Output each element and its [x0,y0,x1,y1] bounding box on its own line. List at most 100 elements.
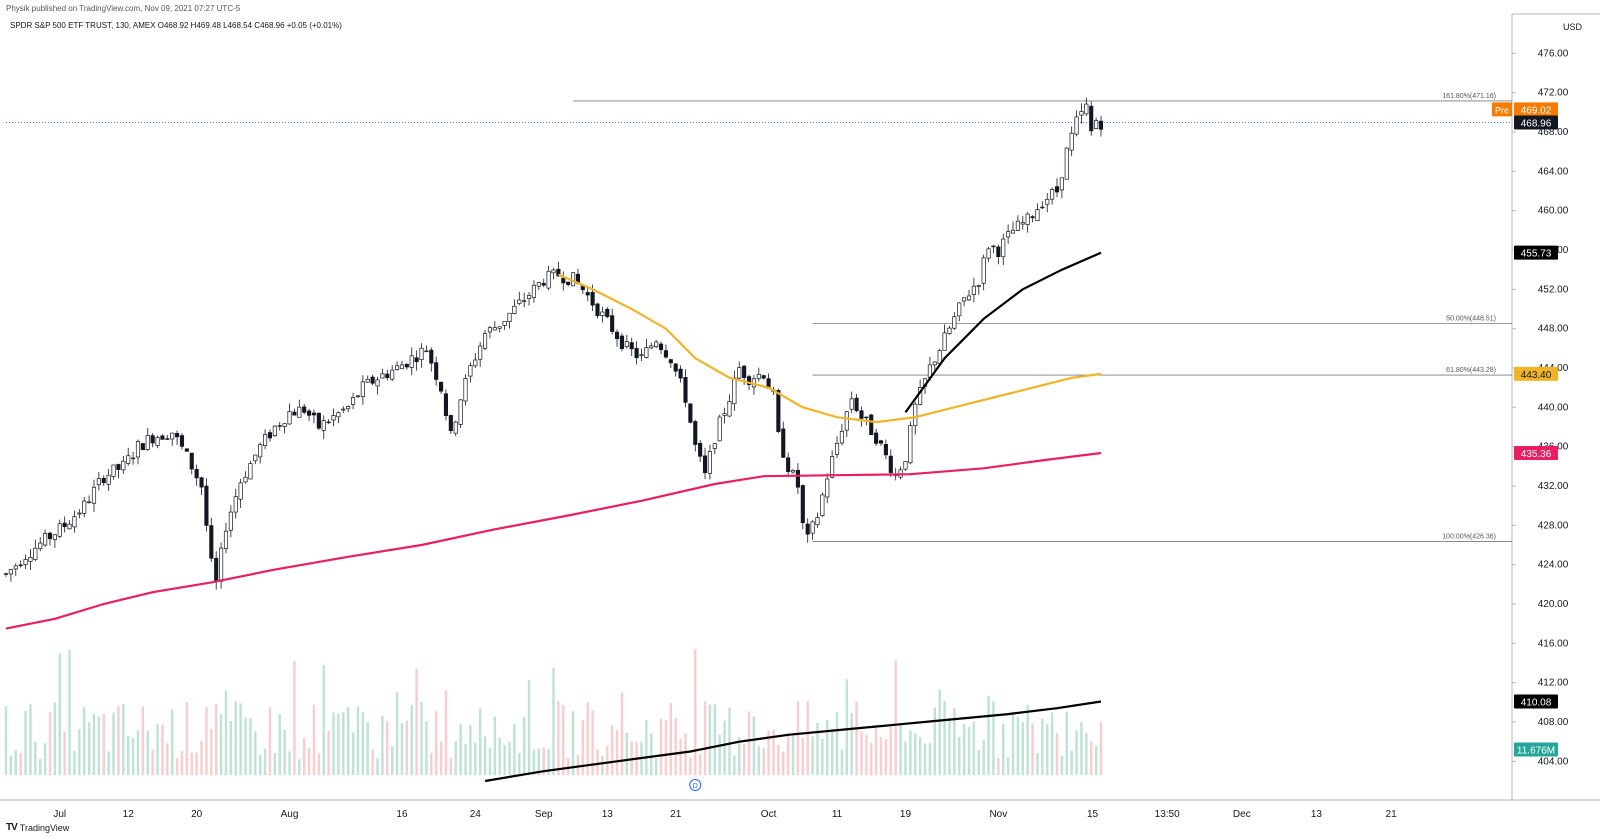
volume-bar [1050,712,1054,776]
candle-down [194,469,199,479]
volume-bar [576,754,580,776]
price-tick-label: 404.00 [1538,756,1569,767]
volume-bar [58,653,61,776]
volume-bar [1041,718,1044,776]
time-tick-label: Aug [281,809,299,820]
tradingview-logo-icon: TV [6,822,18,833]
candle-up [341,408,346,411]
candle-down [566,281,571,285]
volume-bar [263,748,267,776]
volume-bar [371,749,374,776]
time-tick-label: Sep [535,809,553,820]
price-label-badge [1514,742,1558,757]
volume-bar [733,755,736,776]
candle-down [311,412,317,416]
volume-bar [488,747,492,776]
volume-bar [68,649,71,776]
candle-up [932,361,937,366]
volume-bar [904,741,907,776]
volume-bar [390,746,394,776]
volume-bar [170,709,174,776]
volume-bar [1036,753,1039,776]
price-label-badge [1514,115,1558,130]
fib-level-label: 100.00%(426.36) [1442,533,1496,540]
candle-up [375,379,380,387]
volume-bar [967,727,971,776]
tradingview-brand[interactable]: TV TradingView [6,822,69,833]
volume-bar [899,724,902,776]
candle-up [243,476,248,483]
candle-down [678,368,683,379]
time-tick-label: 20 [191,809,203,820]
volume-bar [283,729,286,776]
volume-bar [522,717,526,776]
volume-bar [508,741,511,776]
candle-up [38,542,43,550]
volume-bar [830,728,834,776]
candle-down [693,421,698,445]
pre-market-label: Pre [1495,105,1509,115]
candle-up [732,377,737,405]
candle-up [908,425,913,464]
candle-up [121,460,126,471]
volume-bar [606,746,609,776]
symbol-legend: SPDR S&P 500 ETF TRUST, 130, AMEX O468.9… [10,21,342,30]
candle-down [610,315,615,332]
volume-bar [645,719,648,776]
volume-bar [73,750,76,776]
volume-bar [1060,755,1064,776]
candle-down [619,335,624,349]
volume-bar [9,755,13,776]
candle-down [429,349,434,364]
candle-up [238,482,243,500]
candle-up [468,365,473,377]
candle-up [111,464,116,477]
candle-down [556,268,561,277]
candle-up [962,297,967,302]
volume-bar [156,724,159,776]
volume-bar [78,729,81,776]
time-axis: Jul 12 20 Aug 16 24 Sep 13 21 Oct 11 19 Nov 15 13:50 De… [53,809,1397,820]
candle-up [33,547,38,560]
fib-level-label: 50.00%(448.51) [1446,316,1496,323]
candle-up [336,412,341,418]
time-tick-label: 15 [1087,809,1099,820]
price-label-text: 435.36 [1521,449,1552,460]
candle-down [18,564,23,567]
volume-bar [527,679,531,776]
candle-up [463,378,468,402]
candle-down [1030,216,1035,219]
candle-up [395,365,400,370]
candle-up [903,461,908,470]
candle-up [458,399,463,425]
volume-bar [987,696,990,776]
candle-up [849,398,854,410]
volume-bar [425,721,428,776]
volume-bar [997,757,1000,776]
volume-bar [97,716,101,776]
candle-up [287,411,292,425]
volume-bar [376,758,379,776]
candle-up [727,401,732,417]
volume-bar [249,718,252,776]
volume-bar [713,704,717,776]
candle-down [414,357,419,363]
candle-up [106,474,111,485]
candle-up [966,295,972,301]
volume-bar [845,679,849,776]
candle-down [165,438,170,440]
price-label-badge [1514,102,1558,117]
volume-bar [1026,704,1029,776]
candle-up [844,411,849,431]
candle-down [786,457,791,472]
candle-down [781,428,786,458]
price-tick-label: 408.00 [1538,717,1569,728]
candle-down [448,415,453,432]
candle-down [160,435,165,440]
volume-bar [483,736,487,776]
candle-up [790,470,796,473]
volume-bar [312,704,316,776]
candle-down [439,381,444,392]
volume-bar [4,705,8,776]
